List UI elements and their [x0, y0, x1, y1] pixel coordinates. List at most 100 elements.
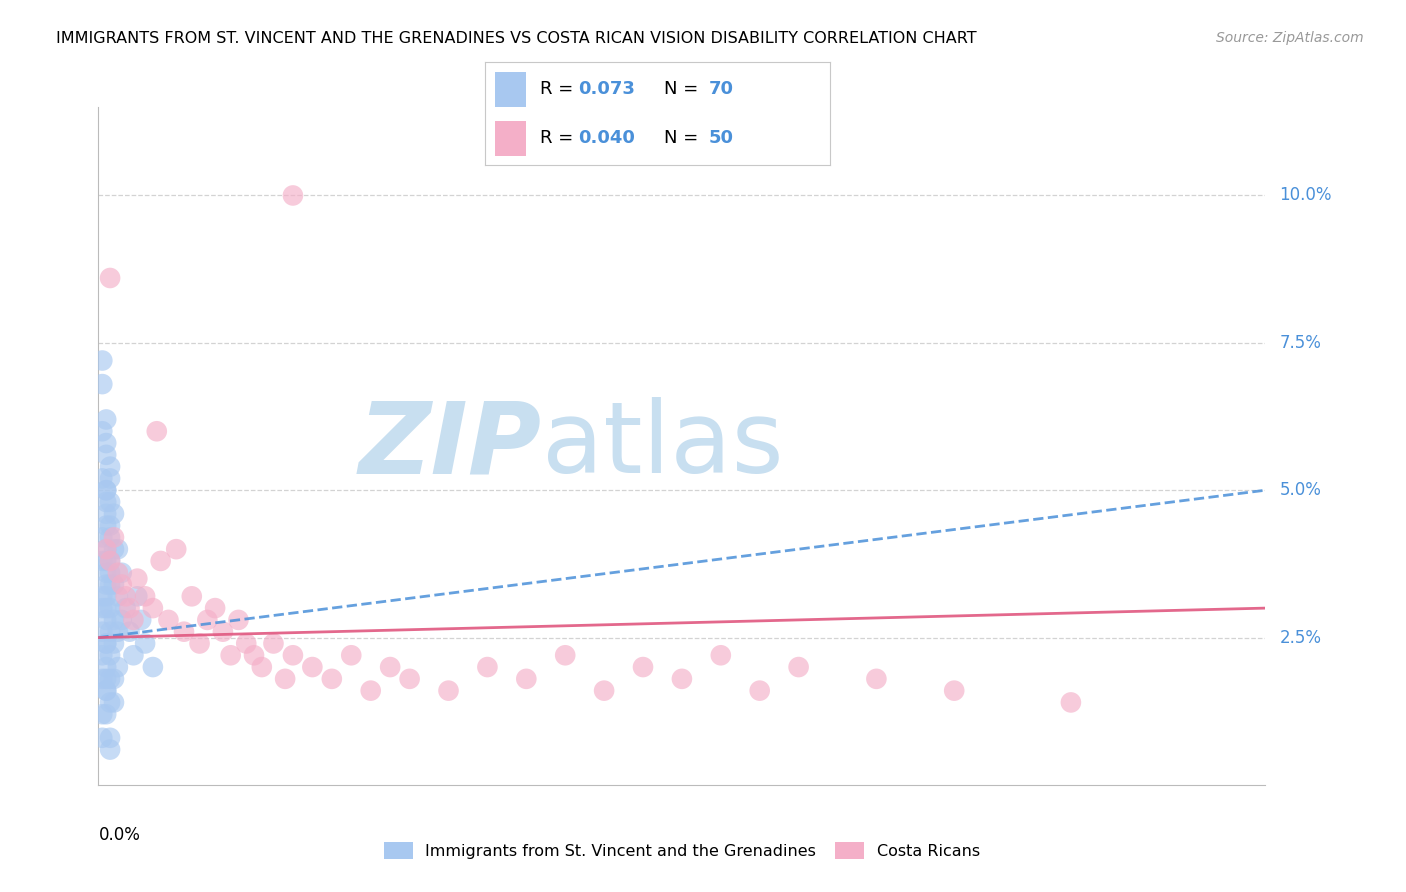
Point [107, 660, 129, 674]
Point [165, 542, 187, 557]
Point [515, 672, 537, 686]
Point [96, 613, 118, 627]
Point [98, 695, 121, 709]
Text: R =: R = [540, 129, 579, 147]
Text: 5.0%: 5.0% [1279, 481, 1322, 500]
Point [91, 590, 114, 604]
Text: 50: 50 [709, 129, 734, 147]
Point [98, 554, 121, 568]
Text: N =: N = [664, 80, 704, 98]
Point [96, 448, 118, 462]
Point [98, 495, 121, 509]
Point [340, 648, 363, 663]
Point [96, 566, 118, 580]
Point [91, 624, 114, 639]
Point [96, 542, 118, 557]
Point [398, 672, 420, 686]
Point [146, 424, 169, 438]
Point [98, 577, 121, 591]
Point [96, 590, 118, 604]
Point [865, 672, 887, 686]
Point [103, 613, 125, 627]
Point [180, 590, 202, 604]
Legend: Immigrants from St. Vincent and the Grenadines, Costa Ricans: Immigrants from St. Vincent and the Gren… [377, 836, 987, 865]
Point [91, 601, 114, 615]
Point [122, 613, 145, 627]
Point [360, 683, 382, 698]
Point [243, 648, 266, 663]
Point [129, 613, 152, 627]
Bar [495, 121, 526, 156]
Point [281, 648, 304, 663]
Point [98, 566, 121, 580]
Point [103, 577, 125, 591]
Point [98, 518, 121, 533]
Point [943, 683, 966, 698]
Text: Source: ZipAtlas.com: Source: ZipAtlas.com [1216, 31, 1364, 45]
Bar [495, 71, 526, 106]
Point [91, 353, 114, 368]
Point [1060, 695, 1083, 709]
Point [91, 471, 114, 485]
Point [91, 648, 114, 663]
Point [96, 636, 118, 650]
Point [235, 636, 257, 650]
Point [96, 507, 118, 521]
Point [98, 471, 121, 485]
Point [301, 660, 323, 674]
Point [114, 590, 136, 604]
Point [96, 601, 118, 615]
Point [98, 459, 121, 474]
Point [142, 660, 165, 674]
Point [787, 660, 810, 674]
Point [111, 577, 134, 591]
Point [98, 530, 121, 544]
Point [98, 672, 121, 686]
Point [96, 683, 118, 698]
Point [321, 672, 343, 686]
Point [212, 624, 235, 639]
Point [134, 636, 156, 650]
Point [98, 271, 121, 285]
Point [118, 624, 141, 639]
Point [96, 518, 118, 533]
Point [114, 601, 136, 615]
Point [107, 566, 129, 580]
Text: 2.5%: 2.5% [1279, 629, 1322, 647]
Point [96, 483, 118, 498]
Point [98, 554, 121, 568]
Point [593, 683, 616, 698]
Text: 10.0%: 10.0% [1279, 186, 1331, 204]
Point [554, 648, 576, 663]
Point [107, 624, 129, 639]
Point [710, 648, 733, 663]
Text: R =: R = [540, 80, 579, 98]
Text: 0.073: 0.073 [578, 80, 636, 98]
Point [98, 624, 121, 639]
Text: 7.5%: 7.5% [1279, 334, 1322, 351]
Point [96, 554, 118, 568]
Point [103, 530, 125, 544]
Point [103, 636, 125, 650]
Point [262, 636, 284, 650]
Point [96, 636, 118, 650]
Text: IMMIGRANTS FROM ST. VINCENT AND THE GRENADINES VS COSTA RICAN VISION DISABILITY : IMMIGRANTS FROM ST. VINCENT AND THE GREN… [56, 31, 977, 46]
Text: 70: 70 [709, 80, 734, 98]
Point [91, 530, 114, 544]
Point [274, 672, 297, 686]
Text: atlas: atlas [541, 398, 783, 494]
Point [437, 683, 460, 698]
Point [173, 624, 195, 639]
Point [219, 648, 242, 663]
Point [91, 377, 114, 392]
Point [631, 660, 654, 674]
Point [134, 590, 156, 604]
Point [98, 731, 121, 745]
Point [96, 707, 118, 722]
Point [142, 601, 165, 615]
Point [96, 436, 118, 450]
Text: 0.0%: 0.0% [98, 826, 141, 844]
Point [477, 660, 499, 674]
Point [188, 636, 211, 650]
Text: ZIP: ZIP [359, 398, 541, 494]
